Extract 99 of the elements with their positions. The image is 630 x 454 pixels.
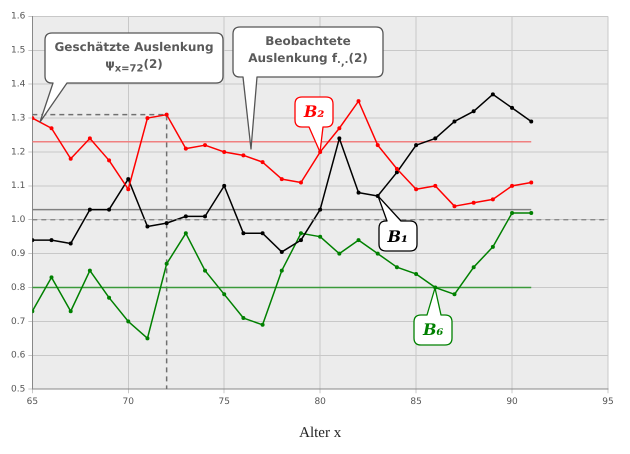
y-tick-label: 1.4 — [10, 80, 26, 90]
point — [337, 252, 342, 256]
point — [452, 204, 456, 208]
y-tick-label: 0.7 — [10, 316, 26, 327]
point — [433, 136, 438, 140]
y-tick-label: 1.2 — [10, 147, 26, 158]
point — [88, 208, 92, 212]
point — [356, 99, 361, 104]
point — [337, 136, 342, 140]
x-tick-label: 90 — [506, 396, 518, 407]
x-tick-label: 95 — [602, 396, 614, 407]
point — [145, 224, 150, 229]
y-tick-label: 0.6 — [10, 350, 26, 361]
point — [222, 150, 226, 154]
series-label: B₂ — [304, 102, 324, 122]
point — [50, 238, 54, 242]
point — [376, 252, 380, 256]
series-label: B₁ — [387, 226, 408, 246]
point — [107, 296, 112, 300]
point — [260, 160, 265, 164]
x-axis-title: Alter x — [299, 424, 342, 441]
x-tick-label: 85 — [410, 396, 422, 407]
point — [490, 244, 495, 249]
y-tick-label: 0.9 — [10, 248, 26, 259]
y-tick-label: 0.5 — [10, 384, 26, 395]
point — [529, 180, 534, 184]
point — [203, 268, 208, 273]
point — [164, 221, 169, 226]
point — [298, 238, 303, 242]
point — [50, 126, 54, 130]
point — [414, 143, 418, 148]
y-tick-label: 1.0 — [10, 215, 26, 226]
point — [126, 187, 130, 192]
point — [88, 268, 92, 273]
point — [222, 292, 226, 296]
point — [356, 190, 361, 195]
point — [241, 153, 246, 158]
point — [472, 265, 476, 270]
x-tick-label: 65 — [26, 396, 38, 407]
series-label: B₆ — [423, 320, 444, 340]
point — [164, 262, 169, 266]
point — [88, 136, 92, 140]
point — [472, 109, 476, 114]
point — [241, 316, 246, 320]
point — [298, 180, 303, 184]
point — [280, 177, 284, 182]
x-tick-label: 80 — [314, 396, 326, 407]
y-tick-label: 1.1 — [10, 181, 26, 192]
x-tick-label: 75 — [218, 396, 230, 407]
point — [510, 184, 514, 188]
point — [490, 197, 495, 202]
point — [184, 214, 188, 218]
point — [107, 208, 112, 212]
y-tick-label: 1.3 — [10, 113, 26, 124]
y-tick-label: 1.5 — [10, 46, 26, 56]
point — [394, 265, 399, 270]
point — [414, 187, 418, 192]
point — [452, 119, 456, 124]
point — [203, 214, 208, 218]
y-tick-label: 1.6 — [10, 12, 26, 22]
point — [337, 126, 342, 130]
point — [510, 210, 514, 215]
point — [318, 208, 322, 212]
point — [126, 319, 130, 324]
point — [529, 210, 534, 215]
point — [452, 292, 456, 296]
point — [145, 116, 150, 120]
point — [68, 156, 73, 161]
point — [356, 238, 361, 242]
point — [184, 146, 188, 151]
point — [241, 231, 246, 236]
point — [529, 119, 534, 124]
point — [107, 158, 112, 162]
point — [376, 143, 380, 148]
point — [414, 272, 418, 276]
point — [68, 309, 73, 314]
x-tick-label: 70 — [122, 396, 134, 407]
point — [472, 200, 476, 205]
point — [280, 268, 284, 273]
point — [260, 231, 265, 236]
annotation: Geschätzte Auslenkung ψ$_{x=72}$(2) — [53, 38, 215, 76]
point — [50, 275, 54, 280]
point — [164, 112, 169, 117]
point — [126, 177, 130, 182]
point — [394, 166, 399, 171]
point — [280, 250, 284, 254]
point — [490, 92, 495, 96]
point — [145, 336, 150, 340]
point — [433, 184, 438, 188]
point — [318, 234, 322, 239]
point — [260, 322, 265, 327]
point — [222, 184, 226, 188]
annotation: Beobachtete Auslenkung f$_{·,·}$(2) — [247, 32, 369, 70]
point — [298, 231, 303, 236]
point — [184, 231, 188, 236]
y-tick-label: 0.8 — [10, 282, 26, 293]
point — [510, 106, 514, 110]
point — [68, 241, 73, 246]
point — [203, 143, 208, 148]
